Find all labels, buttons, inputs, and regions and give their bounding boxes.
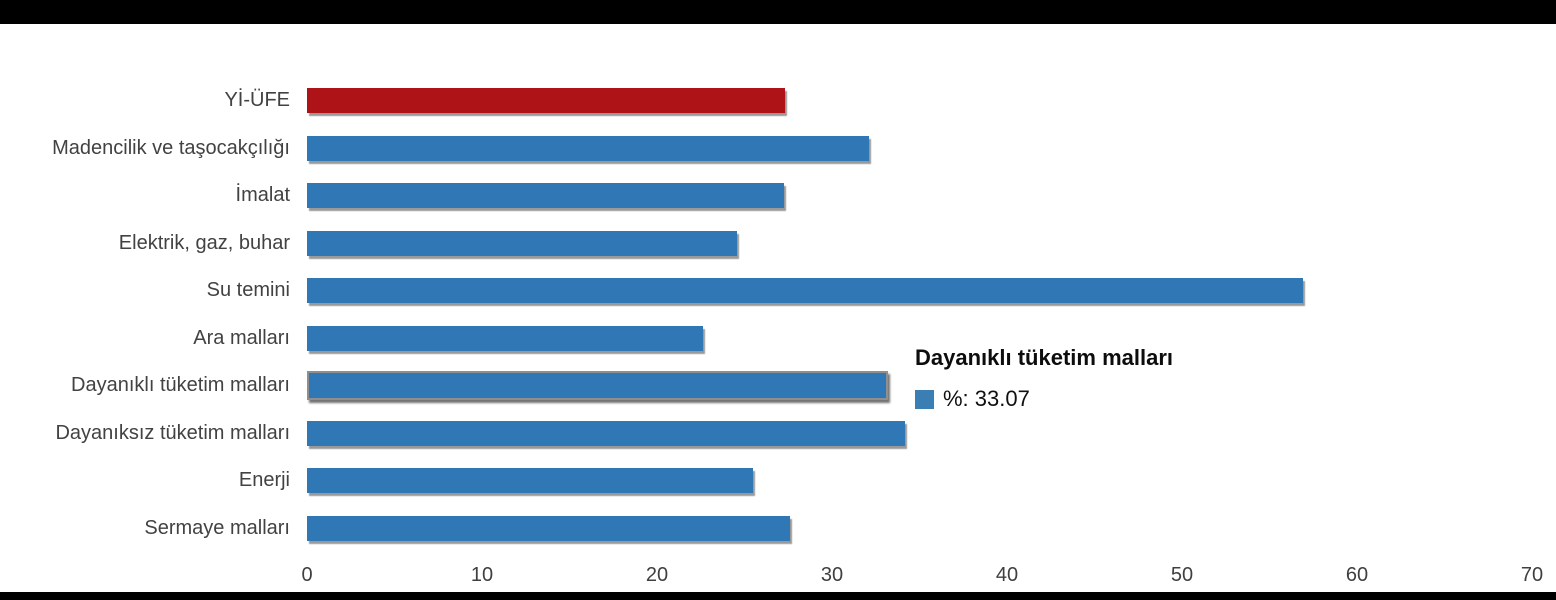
bar[interactable] xyxy=(307,230,737,256)
category-label: Enerji xyxy=(238,469,290,491)
x-tick-label: 10 xyxy=(470,564,494,586)
x-tick-label: 70 xyxy=(1520,564,1544,586)
category-label: İmalat xyxy=(235,184,290,206)
x-tick-label: 50 xyxy=(1170,564,1194,586)
bar[interactable] xyxy=(307,325,704,351)
category-label: Elektrik, gaz, buhar xyxy=(118,231,290,254)
x-tick-label: 60 xyxy=(1345,564,1369,586)
x-tick-label: 20 xyxy=(645,564,669,586)
category-label: Yİ-ÜFE xyxy=(224,89,290,111)
bottom-letterbox-strip xyxy=(0,592,1556,600)
tooltip-value: %: 33.07 xyxy=(943,386,1030,411)
bar[interactable] xyxy=(307,371,888,400)
category-label: Ara malları xyxy=(193,326,290,349)
bar[interactable] xyxy=(307,515,790,541)
tooltip-title: Dayanıklı tüketim malları xyxy=(915,345,1173,370)
bar[interactable] xyxy=(307,183,785,208)
x-tick-label: 40 xyxy=(995,564,1019,586)
x-tick-label: 30 xyxy=(820,564,844,586)
tooltip-series-marker xyxy=(915,389,934,409)
bar[interactable] xyxy=(307,88,785,113)
category-label: Madencilik ve taşocakçılığı xyxy=(52,136,290,159)
bar[interactable] xyxy=(307,278,1303,303)
top-letterbox-strip xyxy=(0,0,1556,24)
x-tick-label: 0 xyxy=(301,564,313,586)
bar[interactable] xyxy=(307,420,905,446)
category-label: Dayanıklı tüketim malları xyxy=(71,374,290,396)
tooltip: Dayanıklı tüketim malları %: 33.07 xyxy=(915,344,1173,412)
bar[interactable] xyxy=(307,135,869,161)
category-label: Dayanıksız tüketim malları xyxy=(55,421,290,444)
tooltip-value-row: %: 33.07 xyxy=(915,386,1173,412)
bar[interactable] xyxy=(307,468,754,493)
category-label: Su temini xyxy=(206,279,290,301)
category-label: Sermaye malları xyxy=(144,516,290,539)
